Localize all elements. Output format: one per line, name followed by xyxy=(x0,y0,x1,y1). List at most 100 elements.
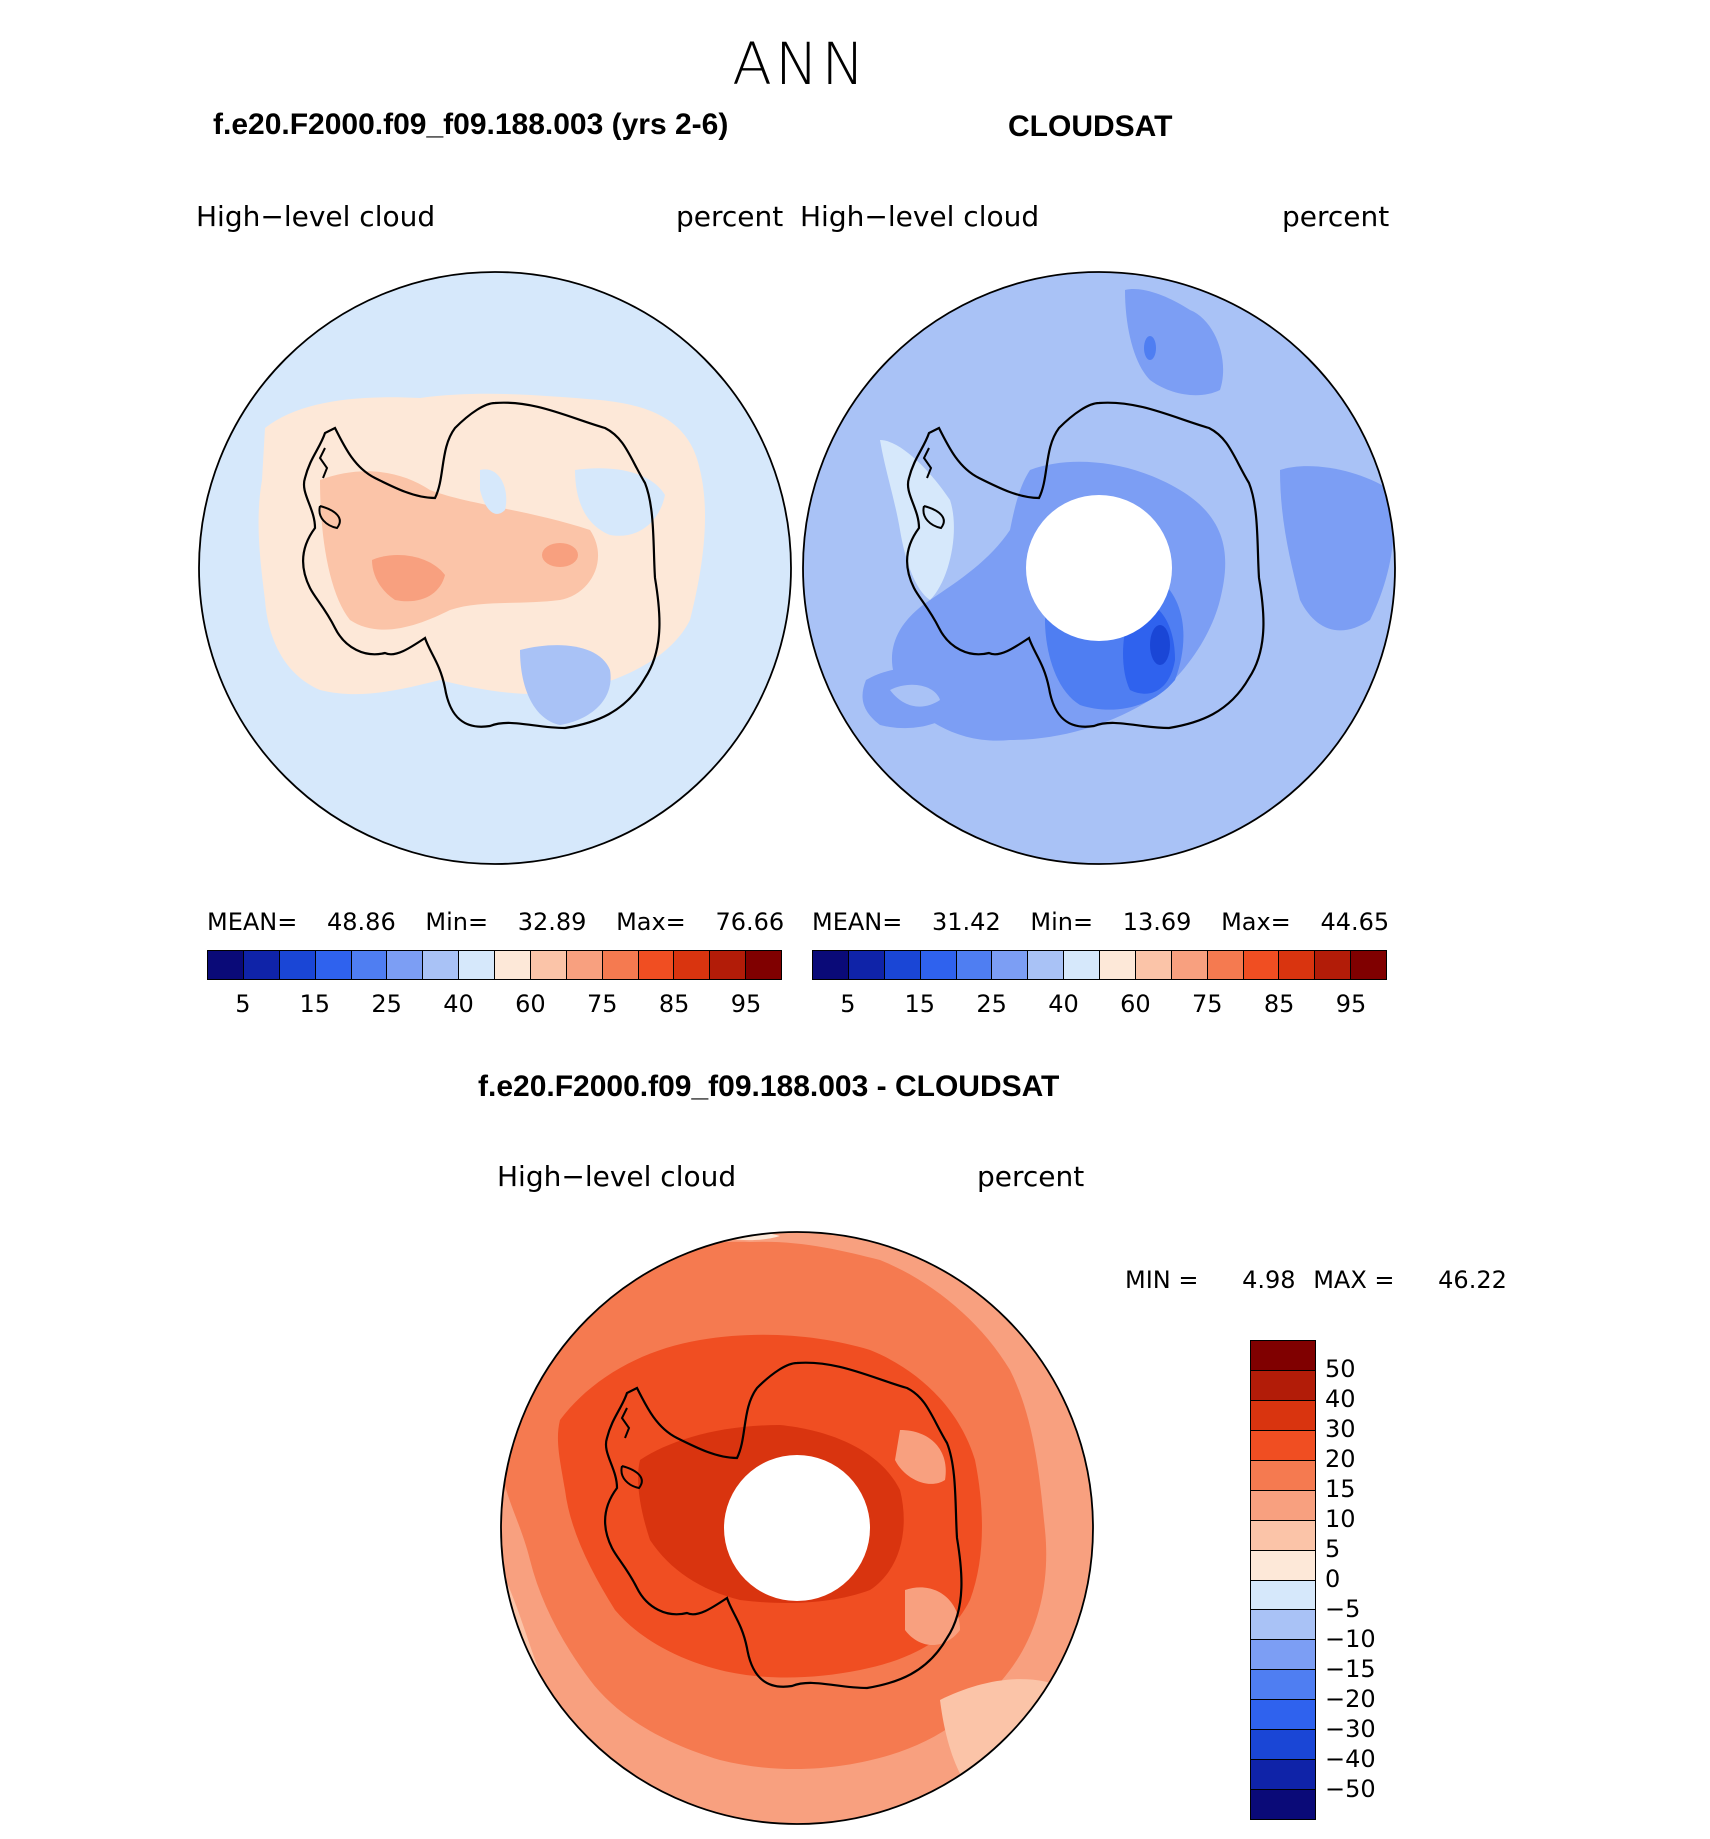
diff-colorbar-tick-label: 15 xyxy=(1325,1475,1356,1503)
model-colorbar-tick-label: 85 xyxy=(658,990,690,1018)
diff-colorbar-swatch xyxy=(1251,1700,1315,1731)
model-colorbar xyxy=(207,950,782,980)
obs-colorbar-tick-label: 5 xyxy=(840,990,856,1018)
obs-colorbar-swatch xyxy=(956,951,993,979)
diff-colorbar-swatch xyxy=(1251,1460,1315,1491)
model-colorbar-ticks: 5 15 25 40 60 75 85 95 xyxy=(207,990,782,1020)
diff-colorbar-tick-label: 30 xyxy=(1325,1415,1356,1443)
obs-colorbar-ticks: 5 15 25 40 60 75 85 95 xyxy=(812,990,1387,1020)
model-colorbar-tick-label: 40 xyxy=(443,990,474,1018)
obs-stats: MEAN= 31.42 Min= 13.69 Max= 44.65 xyxy=(812,908,1389,936)
obs-colorbar-swatch xyxy=(813,951,849,979)
model-map xyxy=(198,271,792,865)
obs-colorbar-swatch xyxy=(1028,951,1065,979)
diff-min-value: 4.98 xyxy=(1242,1266,1296,1294)
obs-case-title: CLOUDSAT xyxy=(1008,110,1173,143)
obs-map xyxy=(802,271,1396,865)
diff-colorbar-swatch xyxy=(1251,1670,1315,1701)
obs-colorbar-tick-label: 60 xyxy=(1120,990,1151,1018)
diff-colorbar-tick-label: −50 xyxy=(1325,1775,1376,1803)
model-mean-label: MEAN= xyxy=(207,908,298,936)
model-colorbar-swatch xyxy=(315,951,352,979)
obs-colorbar-swatch xyxy=(848,951,885,979)
diff-colorbar-swatch xyxy=(1251,1430,1315,1461)
diff-variable-label: High−level cloud xyxy=(497,1160,737,1193)
diff-colorbar xyxy=(1250,1340,1316,1820)
model-colorbar-swatch xyxy=(674,951,711,979)
model-max-label: Max= xyxy=(616,908,686,936)
diff-colorbar-tick-label: 50 xyxy=(1325,1355,1356,1383)
diff-colorbar-swatch xyxy=(1251,1400,1315,1431)
diff-min-label: MIN = xyxy=(1125,1266,1199,1294)
obs-colorbar-swatch xyxy=(884,951,921,979)
diff-case-title: f.e20.F2000.f09_f09.188.003 - CLOUDSAT xyxy=(478,1070,1060,1103)
model-colorbar-swatch xyxy=(530,951,567,979)
diff-colorbar-swatch xyxy=(1251,1730,1315,1761)
obs-colorbar-swatch xyxy=(1315,951,1352,979)
obs-colorbar-swatch xyxy=(1351,951,1386,979)
model-colorbar-swatch xyxy=(459,951,495,979)
diff-colorbar-swatch xyxy=(1251,1790,1315,1819)
diff-colorbar-tick-label: 20 xyxy=(1325,1445,1356,1473)
diff-colorbar-tick-label: 5 xyxy=(1325,1535,1341,1563)
diff-colorbar-tick-label: −20 xyxy=(1325,1685,1376,1713)
obs-colorbar-tick-label: 15 xyxy=(904,990,936,1018)
diff-colorbar-ticks: 50 40 30 20 15 10 5 0 −5 −10 −15 −20 −30 −40 −50 xyxy=(1325,1340,1405,1820)
diff-colorbar-tick-label: 10 xyxy=(1325,1505,1356,1533)
obs-mean-value: 31.42 xyxy=(932,908,1001,936)
model-colorbar-swatch xyxy=(351,951,388,979)
diff-units-label: percent xyxy=(977,1160,1085,1193)
obs-colorbar-swatch xyxy=(920,951,957,979)
season-title: ANN xyxy=(732,30,868,98)
obs-colorbar-tick-label: 25 xyxy=(976,990,1007,1018)
model-case-title: f.e20.F2000.f09_f09.188.003 (yrs 2-6) xyxy=(213,108,729,141)
obs-colorbar-tick-label: 95 xyxy=(1335,990,1367,1018)
diff-max-label: MAX = xyxy=(1313,1266,1395,1294)
model-max-value: 76.66 xyxy=(715,908,785,936)
diff-colorbar-tick-label: 0 xyxy=(1325,1565,1341,1593)
obs-colorbar-tick-label: 75 xyxy=(1192,990,1223,1018)
diff-colorbar-tick-label: −5 xyxy=(1325,1595,1361,1623)
model-colorbar-tick-label: 95 xyxy=(730,990,762,1018)
obs-colorbar-swatch xyxy=(1135,951,1172,979)
obs-colorbar-tick-label: 85 xyxy=(1263,990,1295,1018)
model-colorbar-swatch xyxy=(495,951,531,979)
obs-colorbar-swatch xyxy=(1100,951,1136,979)
model-stats: MEAN= 48.86 Min= 32.89 Max= 76.66 xyxy=(207,908,784,936)
model-units-label: percent xyxy=(676,200,784,233)
model-min-label: Min= xyxy=(425,908,489,936)
diff-colorbar-swatch xyxy=(1251,1490,1315,1521)
obs-variable-label: High−level cloud xyxy=(800,200,1040,233)
model-colorbar-tick-label: 15 xyxy=(299,990,331,1018)
obs-colorbar-swatch xyxy=(1064,951,1100,979)
obs-colorbar-swatch xyxy=(1243,951,1280,979)
model-colorbar-swatch xyxy=(243,951,280,979)
diff-colorbar-swatch xyxy=(1251,1520,1315,1551)
model-variable-label: High−level cloud xyxy=(196,200,436,233)
model-mean-value: 48.86 xyxy=(327,908,396,936)
obs-min-value: 13.69 xyxy=(1122,908,1192,936)
obs-colorbar-tick-label: 40 xyxy=(1048,990,1079,1018)
diff-minmax: MIN = 4.98 MAX = 46.22 xyxy=(1125,1266,1507,1294)
obs-max-label: Max= xyxy=(1221,908,1291,936)
model-colorbar-swatch xyxy=(602,951,639,979)
model-colorbar-tick-label: 25 xyxy=(371,990,402,1018)
model-colorbar-swatch xyxy=(423,951,460,979)
obs-max-value: 44.65 xyxy=(1320,908,1390,936)
obs-colorbar xyxy=(812,950,1387,980)
model-colorbar-swatch xyxy=(208,951,244,979)
obs-colorbar-swatch xyxy=(1207,951,1244,979)
diff-colorbar-swatch xyxy=(1251,1640,1315,1671)
diff-colorbar-swatch xyxy=(1251,1370,1315,1401)
model-min-value: 32.89 xyxy=(517,908,587,936)
diff-max-value: 46.22 xyxy=(1438,1266,1507,1294)
diff-colorbar-swatch xyxy=(1251,1580,1315,1611)
model-colorbar-tick-label: 60 xyxy=(515,990,546,1018)
obs-colorbar-swatch xyxy=(1279,951,1316,979)
diff-colorbar-tick-label: −10 xyxy=(1325,1625,1376,1653)
diff-colorbar-tick-label: −15 xyxy=(1325,1655,1376,1683)
model-colorbar-tick-label: 5 xyxy=(235,990,251,1018)
diff-colorbar-swatch xyxy=(1251,1610,1315,1641)
diff-colorbar-tick-label: −40 xyxy=(1325,1745,1376,1773)
